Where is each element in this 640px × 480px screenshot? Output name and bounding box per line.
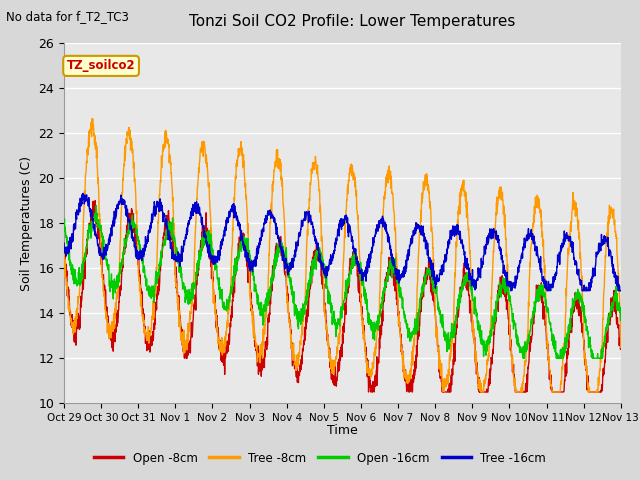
Legend: Open -8cm, Tree -8cm, Open -16cm, Tree -16cm: Open -8cm, Tree -8cm, Open -16cm, Tree -… <box>89 447 551 469</box>
Text: Tonzi Soil CO2 Profile: Lower Temperatures: Tonzi Soil CO2 Profile: Lower Temperatur… <box>189 14 515 29</box>
Y-axis label: Soil Temperatures (C): Soil Temperatures (C) <box>20 156 33 291</box>
X-axis label: Time: Time <box>327 424 358 437</box>
Text: TZ_soilco2: TZ_soilco2 <box>67 60 136 72</box>
Text: No data for f_T2_TC3: No data for f_T2_TC3 <box>6 10 129 23</box>
